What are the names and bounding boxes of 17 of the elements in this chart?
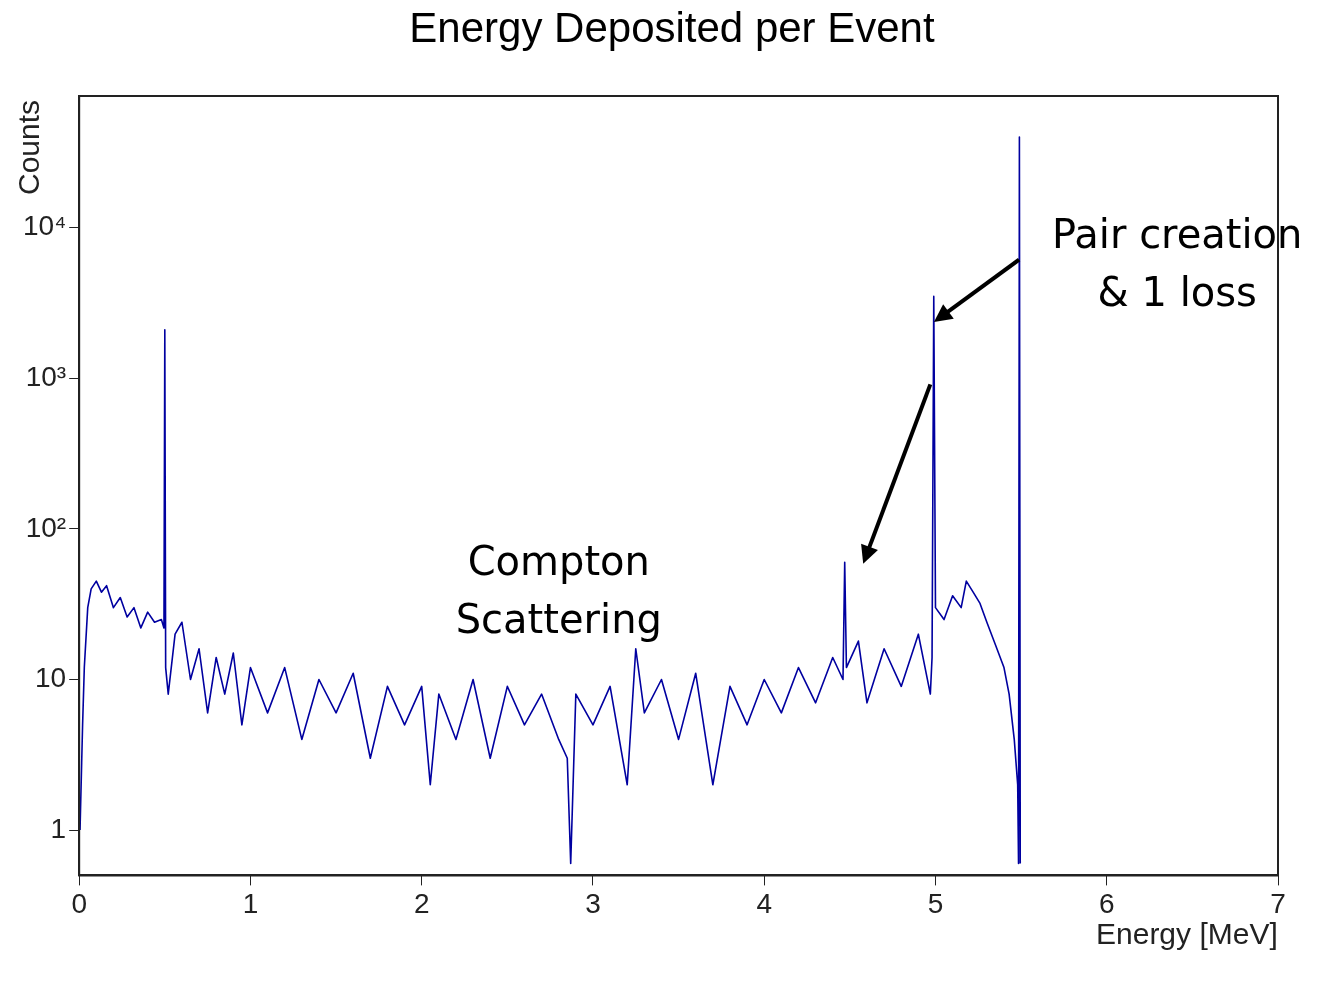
x-tick-label: 4	[756, 887, 773, 919]
annotation: Compton Scattering	[454, 537, 663, 645]
y-tick-label: 1	[50, 812, 67, 844]
y-tick-label: 10	[35, 662, 67, 694]
y-tick-label: 10²	[25, 511, 67, 543]
x-tick-label: 1	[242, 887, 259, 919]
x-tick-label: 5	[927, 887, 944, 919]
y-axis-title: Counts	[12, 99, 46, 195]
y-tick-label: 10⁴	[22, 210, 67, 242]
y-tick-label: 10³	[25, 361, 67, 393]
x-tick-label: 0	[71, 887, 87, 919]
x-tick-label: 2	[413, 887, 430, 919]
x-axis-title: Energy [MeV]	[1096, 917, 1278, 952]
x-tick-label: 3	[585, 887, 601, 919]
x-tick-label: 7	[1270, 887, 1286, 919]
x-tick-label: 6	[1098, 887, 1115, 919]
chart-title: Energy Deposited per Event	[408, 4, 936, 52]
